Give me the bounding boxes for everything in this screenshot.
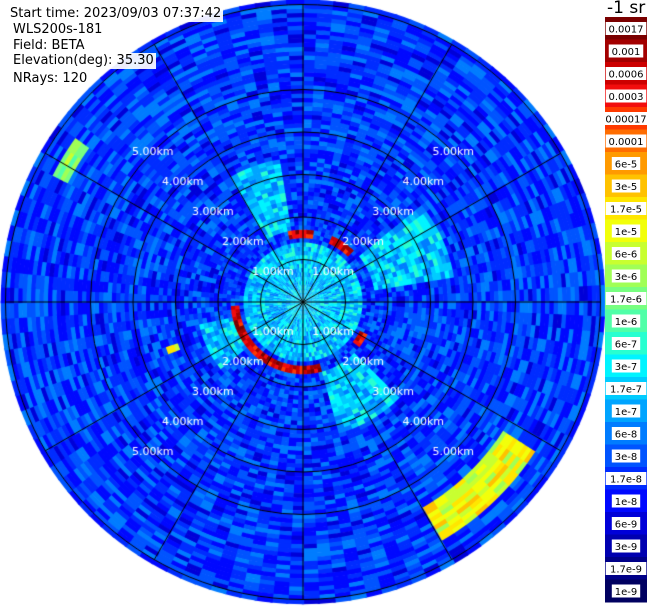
colorbar-tick-label: 3e-9 — [615, 542, 638, 553]
colorbar-tick-label: 1.7e-9 — [610, 565, 642, 576]
colorbar-tick-label: 1e-5 — [615, 227, 638, 238]
colorbar-segment: 6e-7 — [605, 332, 647, 355]
colorbar-segment: 0.0001 — [605, 129, 647, 153]
colorbar-tick-label: 1e-7 — [615, 407, 638, 418]
colorbar-tick-label: 6e-6 — [615, 250, 638, 261]
colorbar-segment: 1e-9 — [605, 579, 647, 603]
colorbar-tick-label: 6e-9 — [615, 520, 638, 531]
colorbar-tick-label: 1e-8 — [615, 497, 638, 508]
colorbar-tick-label: 6e-8 — [615, 430, 638, 441]
colorbar-segment: 1e-8 — [605, 489, 647, 513]
colorbar-segment: 1.7e-6 — [605, 287, 647, 310]
colorbar-segment: 1.7e-9 — [605, 557, 647, 580]
colorbar-tick-label: 1.7e-8 — [610, 475, 642, 486]
colorbar-segment: 1.7e-5 — [605, 197, 647, 220]
colorbar-segment: 1.7e-7 — [605, 377, 647, 400]
colorbar-segment: 1.7e-8 — [605, 467, 647, 490]
colorbar-tick-label: 1e-9 — [615, 587, 638, 598]
colorbar-segment: 1e-7 — [605, 399, 647, 423]
colorbar-segment: 3e-5 — [605, 174, 647, 198]
colorbar-unit-label: -1 sr — [607, 0, 646, 18]
colorbar-tick-label: 3e-7 — [615, 362, 638, 373]
colorbar-segment: 0.00017 — [605, 107, 647, 130]
colorbar: 0.0017 0.001 0.0006 0.0003 0.00017 0.0001 6e-5… — [605, 17, 647, 603]
elevation-label: Elevation(deg): 35.30 — [11, 53, 156, 69]
colorbar-segment: 6e-8 — [605, 422, 647, 445]
colorbar-tick-label: 3e-6 — [615, 272, 638, 283]
colorbar-tick-label: 3e-5 — [615, 182, 638, 193]
colorbar-tick-label: 6e-5 — [615, 160, 638, 171]
colorbar-segment: 0.0003 — [605, 84, 647, 108]
colorbar-segment: 6e-5 — [605, 152, 647, 175]
colorbar-segment: 3e-8 — [605, 444, 647, 468]
field-label: Field: BETA — [11, 38, 87, 54]
colorbar-tick-label: 1.7e-5 — [610, 205, 642, 216]
instrument-label: WLS200s-181 — [11, 22, 105, 38]
colorbar-segment: 1e-5 — [605, 219, 647, 243]
colorbar-tick-label: 1.7e-6 — [610, 295, 642, 306]
colorbar-tick-label: 1e-6 — [615, 317, 638, 328]
colorbar-segment: 6e-9 — [605, 512, 647, 535]
colorbar-segment: 0.0017 — [605, 17, 647, 40]
colorbar-tick-label: 6e-7 — [615, 340, 638, 351]
colorbar-segment: 1e-6 — [605, 309, 647, 333]
colorbar-segment: 3e-7 — [605, 354, 647, 378]
colorbar-tick-label: 3e-8 — [615, 452, 638, 463]
colorbar-tick-label: 0.0001 — [609, 137, 644, 148]
nrays-label: NRays: 120 — [11, 71, 90, 87]
start-time-label: Start time: 2023/09/03 07:37:42 — [8, 6, 224, 22]
colorbar-segment: 3e-9 — [605, 534, 647, 558]
colorbar-tick-label: 0.0006 — [609, 70, 644, 81]
colorbar-segment: 3e-6 — [605, 264, 647, 288]
colorbar-tick-label: 0.00017 — [605, 115, 646, 126]
colorbar-tick-label: 1.7e-7 — [610, 385, 642, 396]
colorbar-segment: 0.0006 — [605, 62, 647, 85]
colorbar-segment: 6e-6 — [605, 242, 647, 265]
colorbar-tick-label: 0.0017 — [609, 25, 644, 36]
colorbar-segment: 0.001 — [605, 39, 647, 63]
colorbar-tick-label: 0.001 — [612, 47, 641, 58]
colorbar-tick-label: 0.0003 — [609, 92, 644, 103]
